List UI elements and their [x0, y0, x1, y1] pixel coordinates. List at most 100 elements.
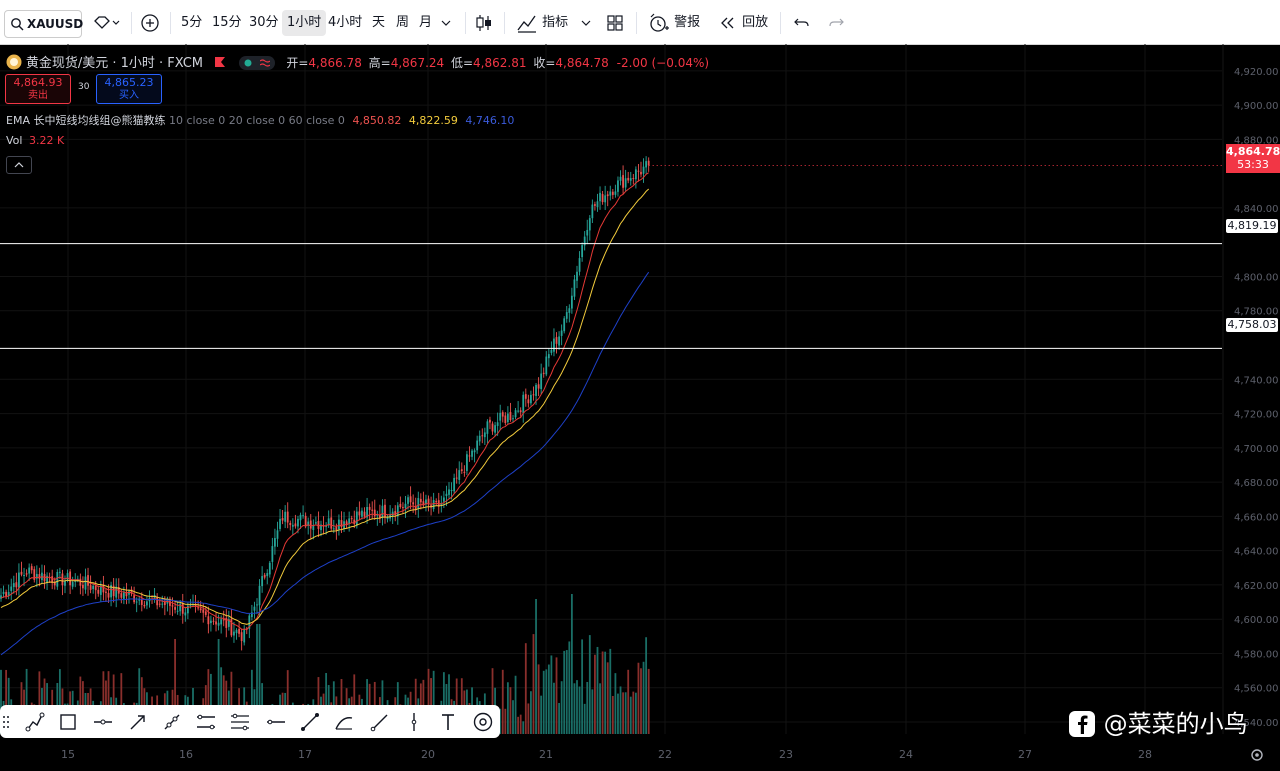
candle-body: [330, 517, 333, 529]
candle-body: [289, 522, 292, 526]
sell-button[interactable]: 4,864.93 卖出: [5, 74, 71, 104]
text-tool-icon[interactable]: [438, 712, 458, 732]
indicators-button[interactable]: 指标: [516, 10, 568, 36]
more-tools-icon[interactable]: [473, 712, 493, 732]
interval-30m[interactable]: 30分: [249, 15, 279, 30]
ema20-line: [0, 188, 650, 625]
interval-week[interactable]: 周: [396, 15, 410, 30]
chart-area[interactable]: 4,920.00 4,900.00 4,880.00 4,840.00 4,800.00…: [0, 44, 1280, 771]
replay-button[interactable]: 回放: [718, 10, 768, 36]
candle-body: [286, 511, 289, 523]
candle-body: [422, 501, 425, 506]
indicators-dropdown[interactable]: [580, 10, 592, 36]
interval-4h[interactable]: 4小时: [328, 15, 363, 30]
ema10-value: 4,850.82: [352, 114, 402, 127]
interval-15m[interactable]: 15分: [212, 15, 242, 30]
candle-body: [371, 509, 374, 511]
candle-body: [332, 528, 335, 530]
trend-line-icon[interactable]: [162, 712, 182, 732]
candle-body: [634, 169, 637, 180]
brush-tool-icon[interactable]: [300, 712, 320, 732]
price-chart[interactable]: 4,920.00 4,900.00 4,880.00 4,840.00 4,800.00…: [0, 44, 1280, 771]
interval-more-dropdown[interactable]: [440, 10, 452, 36]
candle-body: [578, 258, 581, 272]
candle-body: [181, 603, 184, 614]
drag-handle-icon[interactable]: [2, 712, 10, 732]
volume-bar: [542, 670, 545, 734]
interval-1h[interactable]: 1小时: [282, 10, 327, 36]
candle-body: [345, 521, 348, 525]
volume-bar: [512, 700, 514, 734]
candle-body: [450, 489, 453, 491]
volume-bar: [517, 716, 520, 734]
candle-body: [435, 501, 438, 503]
parallel-channel-icon[interactable]: [196, 712, 216, 732]
candle-body: [627, 177, 630, 181]
path-tool-icon[interactable]: [25, 712, 45, 732]
rectangle-tool-icon[interactable]: [58, 712, 78, 732]
candle-body: [309, 520, 312, 529]
candle-body: [307, 521, 310, 526]
volume-bar: [563, 650, 566, 734]
candle-body: [376, 514, 379, 516]
horizontal-line-icon[interactable]: [266, 712, 286, 732]
layout-button[interactable]: [606, 10, 624, 36]
redo-button[interactable]: [826, 10, 846, 36]
buy-label: 买入: [119, 90, 139, 101]
fib-retracement-icon[interactable]: [230, 712, 250, 732]
ray-tool-icon[interactable]: [370, 712, 390, 732]
volume-bar: [286, 670, 289, 734]
compare-button[interactable]: [140, 10, 160, 36]
volume-legend[interactable]: Vol 3.22 K: [6, 134, 64, 147]
candle-body: [581, 245, 584, 258]
vertical-line-icon[interactable]: [404, 712, 424, 732]
candle-body: [425, 499, 427, 505]
interval-day[interactable]: 天: [372, 15, 386, 30]
grid-lines: [0, 44, 1222, 734]
chart-style-dropdown[interactable]: [92, 10, 122, 36]
volume-bar: [102, 671, 105, 734]
candle-body: [28, 567, 31, 574]
volume-bar: [120, 673, 123, 734]
candle-body: [407, 497, 409, 504]
arrow-tool-icon[interactable]: [128, 712, 148, 732]
volume-bar: [230, 671, 233, 734]
interval-5m[interactable]: 5分: [181, 15, 203, 30]
volume-bar: [38, 671, 41, 734]
chart-settings-button[interactable]: [1248, 746, 1266, 764]
candle-body: [384, 504, 386, 518]
candle-body: [110, 585, 112, 598]
candle-body: [609, 191, 612, 196]
candle-body: [496, 422, 499, 426]
candle-body: [340, 520, 343, 528]
candle-type-button[interactable]: [474, 10, 494, 36]
collapse-legend-button[interactable]: [6, 156, 32, 174]
candles-icon: [476, 15, 491, 31]
candle-body: [186, 605, 189, 614]
interval-month[interactable]: 月: [419, 15, 433, 30]
candle-body: [617, 180, 619, 192]
alert-button[interactable]: 警报: [648, 10, 700, 36]
candle-body: [179, 603, 182, 612]
toolbar-divider: [636, 12, 637, 34]
horizontal-ray-icon[interactable]: [93, 712, 113, 732]
pitchfork-icon[interactable]: [334, 712, 354, 732]
candle-body: [386, 517, 389, 520]
buy-button[interactable]: 4,865.23 买入: [96, 74, 162, 104]
volume-bar: [222, 675, 225, 734]
candle-body: [222, 619, 225, 621]
market-status[interactable]: [238, 56, 275, 70]
high-label: 高=: [368, 56, 391, 70]
undo-button[interactable]: [792, 10, 812, 36]
symbol-search[interactable]: XAUUSD: [4, 10, 83, 38]
candle-body: [33, 569, 36, 580]
candle-body: [89, 585, 92, 590]
candle-body: [69, 571, 72, 586]
symbol-legend[interactable]: 黄金现货/美元 · 1小时 · FXCM 开=4,866.78 高=4,867.…: [6, 52, 709, 71]
candle-body: [486, 421, 489, 434]
candle-body: [279, 518, 281, 529]
candle-body: [97, 589, 100, 594]
open-value: 4,866.78: [308, 56, 362, 70]
volume-bar: [560, 681, 563, 734]
ema-legend[interactable]: EMA 长中短线均线组@熊猫教练 10 close 0 20 close 0 6…: [6, 112, 514, 128]
